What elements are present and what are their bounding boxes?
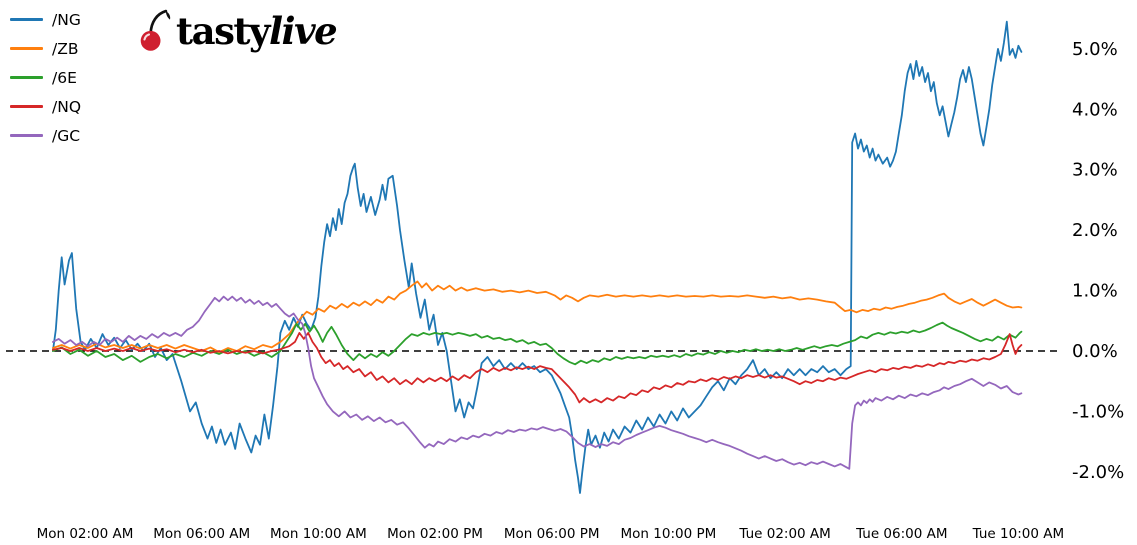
y-tick-label: -2.0% [1072,462,1124,483]
x-tick-label: Tue 02:00 AM [738,526,830,542]
legend-swatch [10,105,43,108]
legend-label: /GC [52,126,81,145]
legend-swatch [10,76,43,79]
legend-swatch [10,18,43,21]
brand-wordmark: tastylive [176,9,338,53]
y-tick-label: 1.0% [1072,281,1118,302]
x-tick-label: Tue 10:00 AM [972,526,1064,542]
x-tick-label: Mon 02:00 AM [37,526,134,542]
legend-label: /NQ [52,97,82,116]
y-tick-label: 3.0% [1072,160,1118,181]
x-tick-label: Mon 02:00 PM [387,526,483,542]
brand-live: live [269,9,338,53]
chart-legend: /NG/ZB/6E/NQ/GC [10,10,81,145]
series-line-NG [52,20,1023,494]
legend-label: /6E [52,68,77,87]
y-tick-label: -1.0% [1072,401,1124,422]
y-tick-label: 0.0% [1072,341,1118,362]
series-line-NQ [52,331,1023,404]
x-tick-label: Mon 10:00 PM [621,526,717,542]
legend-item-6E: /6E [10,68,81,87]
x-tick-label: Tue 06:00 AM [855,526,947,542]
legend-item-GC: /GC [10,126,81,145]
cherry-icon [140,9,171,51]
x-tick-label: Mon 06:00 AM [153,526,250,542]
x-tick-label: Mon 10:00 AM [270,526,367,542]
x-tick-label: Mon 06:00 PM [504,526,600,542]
legend-item-NQ: /NQ [10,97,81,116]
legend-item-NG: /NG [10,10,81,29]
series-line-ZB [52,280,1023,354]
series-line-GC [52,295,1023,470]
series-line-6E [52,321,1023,366]
legend-swatch [10,47,43,50]
y-tick-label: 5.0% [1072,39,1118,60]
legend-label: /NG [52,10,81,29]
y-tick-label: 4.0% [1072,99,1118,120]
legend-label: /ZB [52,39,79,58]
legend-swatch [10,134,43,137]
y-tick-label: 2.0% [1072,220,1118,241]
brand-tasty: tasty [176,9,271,53]
tastylive-logo: tastylive [138,6,338,54]
legend-item-ZB: /ZB [10,39,81,58]
